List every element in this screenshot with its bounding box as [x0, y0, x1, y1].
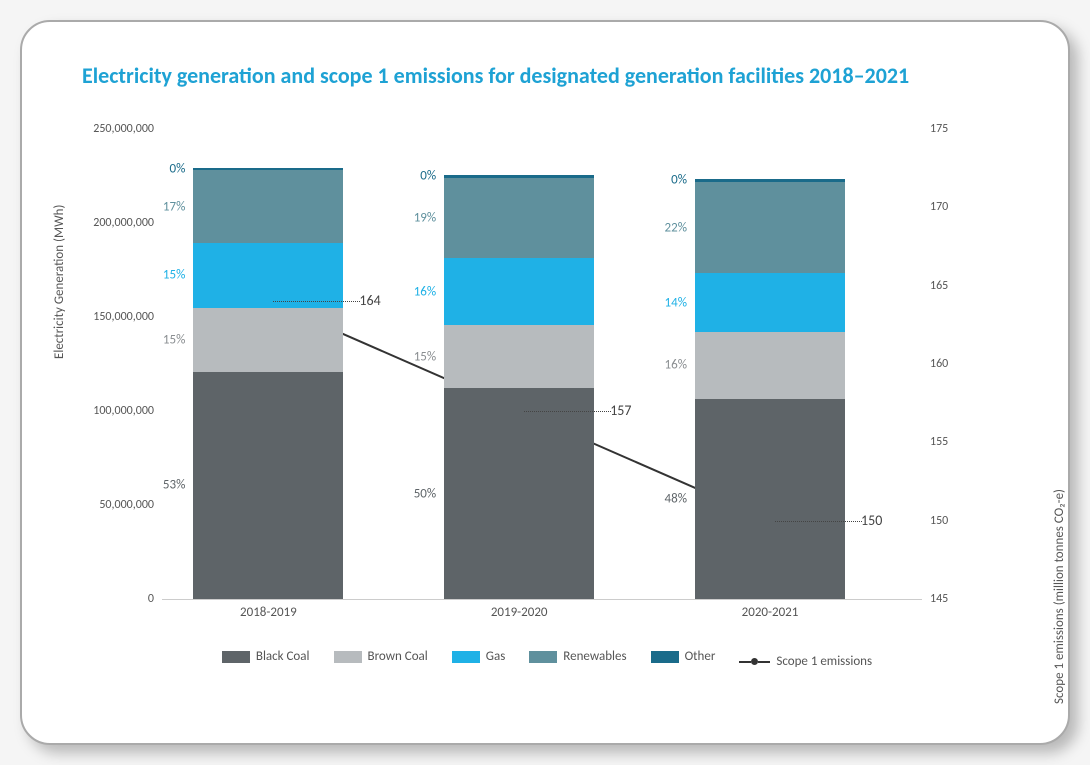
y-left-tick: 200,000,000	[93, 216, 154, 230]
legend-item: Other	[651, 649, 716, 664]
legend: Black Coal Brown Coal Gas Renewables Other Sc…	[62, 649, 1032, 669]
bar-segment-label: 0%	[420, 169, 436, 184]
bar-segment-other: 0%	[193, 168, 343, 171]
y-left-tick: 0	[148, 592, 154, 606]
y-right-tick: 165	[930, 279, 948, 293]
point-leader	[775, 521, 862, 522]
legend-line-icon	[739, 658, 770, 665]
bar-segment-label: 50%	[414, 486, 436, 501]
bar-group: 48%16%14%22%0%2020-2021	[695, 129, 845, 599]
y-right-tick: 150	[930, 514, 948, 528]
bar-segment-label: 0%	[671, 173, 687, 188]
bar-segment-label: 16%	[414, 284, 436, 299]
legend-item: Scope 1 emissions	[739, 654, 872, 669]
plot-area: 050,000,000100,000,000150,000,000200,000…	[162, 129, 922, 600]
legend-label: Other	[685, 649, 716, 664]
bar-segment-renewables: 17%	[193, 170, 343, 243]
x-category-label: 2020-2021	[695, 605, 845, 620]
bar-segment-label: 15%	[163, 268, 185, 283]
legend-label: Gas	[486, 649, 506, 664]
legend-label: Brown Coal	[368, 649, 428, 664]
legend-swatch	[334, 651, 362, 663]
legend-item: Gas	[452, 649, 506, 664]
legend-swatch	[651, 651, 679, 663]
y-left-tick: 50,000,000	[99, 498, 154, 512]
legend-label: Black Coal	[256, 649, 310, 664]
y-left-tick: 100,000,000	[93, 404, 154, 418]
y-right-axis-label: Scope 1 emissions (million tonnes CO₂-e)	[1052, 489, 1067, 704]
y-right-tick: 175	[930, 122, 948, 136]
bar-segment-label: 15%	[163, 332, 185, 347]
bar-segment-black_coal: 50%	[444, 388, 594, 599]
y-left-tick: 250,000,000	[93, 122, 154, 136]
bar-segment-brown_coal: 15%	[444, 325, 594, 388]
bar-segment-other: 0%	[444, 175, 594, 178]
chart-card: Electricity generation and scope 1 emiss…	[20, 20, 1070, 745]
y-left-axis-label: Electricity Generation (MWh)	[52, 205, 67, 359]
bar-segment-renewables: 19%	[444, 178, 594, 258]
bar-segment-label: 22%	[665, 220, 687, 235]
bar-segment-gas: 16%	[444, 258, 594, 325]
bar-segment-label: 14%	[665, 295, 687, 310]
y-right-tick: 145	[930, 592, 948, 606]
legend-label: Scope 1 emissions	[776, 654, 872, 669]
emissions-point-label: 157	[610, 402, 631, 419]
bar-segment-label: 0%	[170, 161, 186, 176]
legend-label: Renewables	[563, 649, 626, 664]
bar-segment-gas: 14%	[695, 273, 845, 331]
bar-segment-gas: 15%	[193, 243, 343, 307]
legend-item: Brown Coal	[334, 649, 428, 664]
x-category-label: 2019-2020	[444, 605, 594, 620]
bar-segment-other: 0%	[695, 179, 845, 182]
bar-segment-brown_coal: 16%	[695, 332, 845, 399]
bar-segment-brown_coal: 15%	[193, 308, 343, 372]
x-category-label: 2018-2019	[193, 605, 343, 620]
bar-segment-label: 53%	[163, 478, 185, 493]
bar-segment-label: 19%	[414, 210, 436, 225]
chart-area: Electricity Generation (MWh) Scope 1 emi…	[62, 109, 1032, 669]
y-right-tick: 170	[930, 200, 948, 214]
point-leader	[273, 301, 360, 302]
bar-segment-black_coal: 48%	[695, 399, 845, 599]
y-right-tick: 155	[930, 435, 948, 449]
bar-segment-black_coal: 53%	[193, 372, 343, 599]
y-left-tick: 150,000,000	[93, 310, 154, 324]
bar-segment-label: 15%	[414, 349, 436, 364]
legend-swatch	[452, 651, 480, 663]
bar-segment-label: 17%	[163, 199, 185, 214]
legend-item: Black Coal	[222, 649, 310, 664]
emissions-point-label: 164	[359, 292, 380, 309]
bar-group: 53%15%15%17%0%2018-2019	[193, 129, 343, 599]
bar-segment-label: 48%	[665, 491, 687, 506]
legend-swatch	[222, 651, 250, 663]
bar-segment-label: 16%	[665, 358, 687, 373]
y-right-tick: 160	[930, 357, 948, 371]
bar-group: 50%15%16%19%0%2019-2020	[444, 129, 594, 599]
bar-segment-renewables: 22%	[695, 182, 845, 274]
legend-swatch	[529, 651, 557, 663]
point-leader	[524, 411, 611, 412]
chart-title: Electricity generation and scope 1 emiss…	[82, 62, 1028, 89]
legend-item: Renewables	[529, 649, 626, 664]
emissions-point-label: 150	[861, 512, 882, 529]
